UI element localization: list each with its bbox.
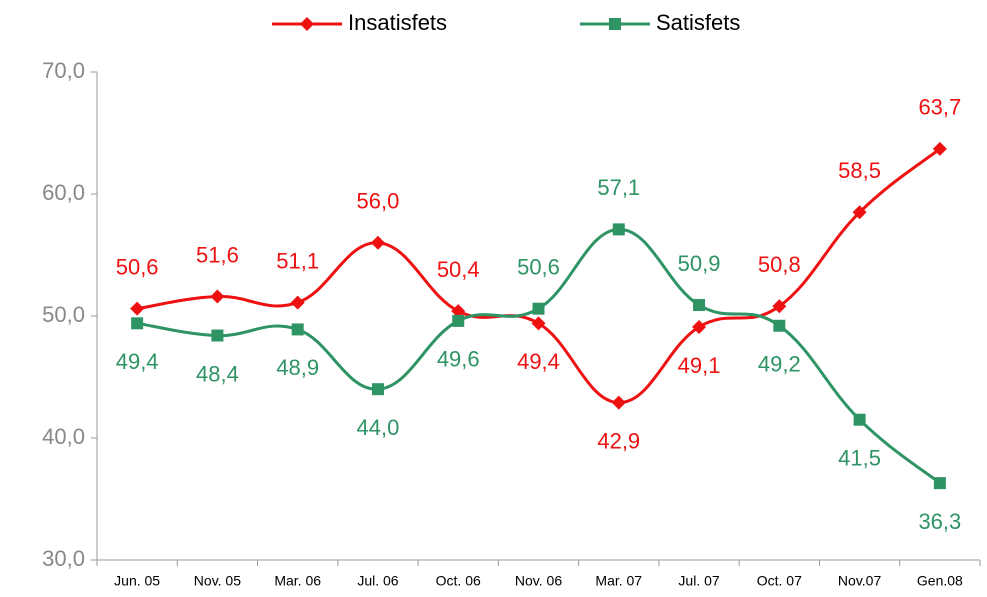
point [130,301,145,316]
series-line [136,227,941,485]
point [773,319,786,332]
point [370,235,385,250]
point [211,329,224,342]
point [290,295,305,310]
data-label: 50,4 [437,257,480,282]
data-label: 50,6 [116,254,159,279]
point [612,223,625,236]
legend-marker [300,17,314,31]
x-tick-label: Mar. 07 [595,573,642,589]
y-tick-label: 40,0 [42,424,85,449]
legend-marker [609,18,621,30]
point [531,316,546,331]
x-tick-label: Jun. 05 [114,573,160,589]
point [532,302,545,315]
x-tick-label: Oct. 06 [436,573,481,589]
y-tick-label: 70,0 [42,58,85,83]
point [772,299,787,314]
y-tick-label: 30,0 [42,546,85,571]
point [933,477,946,490]
x-tick-label: Jul. 06 [357,573,398,589]
point [853,413,866,426]
point [932,141,947,156]
data-label: 50,8 [758,252,801,277]
data-label: 36,3 [918,509,961,534]
y-tick-label: 60,0 [42,180,85,205]
legend-label: Insatisfets [348,10,447,35]
y-tick-label: 50,0 [42,302,85,327]
data-label: 50,9 [678,251,721,276]
data-label: 49,4 [116,349,159,374]
data-label: 63,7 [918,95,961,120]
x-tick-label: Gen.08 [917,573,963,589]
data-label: 48,4 [196,361,239,386]
data-label: 49,6 [437,347,480,372]
data-label: 49,2 [758,352,801,377]
point [852,205,867,220]
series-line [136,147,941,405]
data-label: 50,6 [517,254,560,279]
data-label: 48,9 [276,355,319,380]
point [611,395,626,410]
x-tick-label: Nov.07 [838,573,882,589]
x-tick-label: Oct. 07 [757,573,802,589]
data-label: 49,1 [678,353,721,378]
point [452,314,465,327]
data-label: 44,0 [357,415,400,440]
point [451,304,466,319]
point [210,289,225,304]
point [291,323,304,336]
point [692,319,707,334]
x-tick-label: Jul. 07 [678,573,719,589]
data-label: 42,9 [597,428,640,453]
data-label: 41,5 [838,446,881,471]
data-label: 49,4 [517,349,560,374]
point [371,383,384,396]
legend-label: Satisfets [656,10,740,35]
x-tick-label: Nov. 05 [194,573,241,589]
data-label: 57,1 [597,175,640,200]
point [693,299,706,312]
data-label: 56,0 [357,189,400,214]
x-tick-label: Mar. 06 [274,573,321,589]
data-label: 51,6 [196,242,239,267]
x-tick-label: Nov. 06 [515,573,562,589]
data-label: 51,1 [276,248,319,273]
point [131,317,144,330]
data-label: 58,5 [838,158,881,183]
